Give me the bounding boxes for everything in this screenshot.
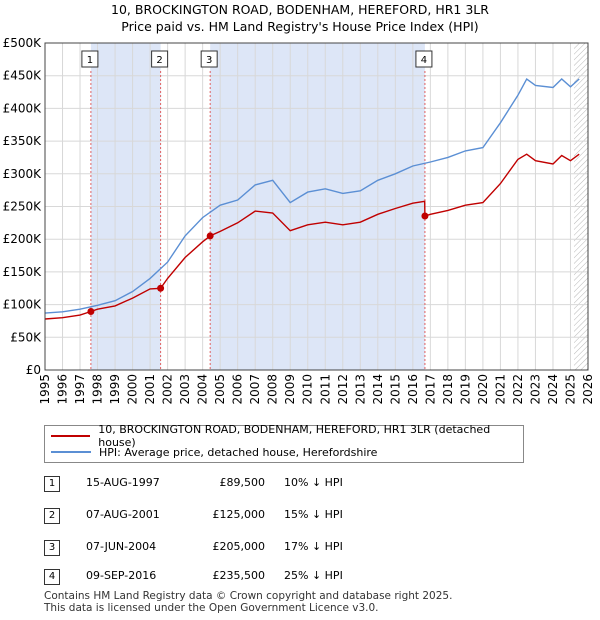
sale-price: £235,500 (212, 569, 266, 582)
y-tick-label: £350K (3, 134, 43, 148)
sale-date: 07-JUN-2004 (86, 540, 157, 553)
x-tick-label: 2010 (301, 374, 315, 405)
x-tick-label: 2025 (563, 374, 577, 405)
y-tick-label: £500K (3, 36, 43, 50)
sale-point (87, 307, 95, 315)
y-tick-label: £50K (10, 330, 42, 344)
sale-marker-label: 4 (421, 55, 427, 66)
x-tick-label: 2021 (493, 374, 507, 405)
y-tick-label: £450K (3, 69, 43, 83)
x-tick-label: 2011 (318, 374, 332, 405)
y-tick-label: £150K (3, 265, 43, 279)
x-tick-label: 2012 (336, 374, 350, 405)
sale-marker-box (81, 50, 99, 68)
legend-item-hpi: HPI: Average price, detached house, Here… (51, 445, 377, 459)
legend-label-price: 10, BROCKINGTON ROAD, BODENHAM, HEREFORD… (98, 423, 491, 449)
y-tick-label: £400K (3, 101, 43, 115)
legend: 10, BROCKINGTON ROAD, BODENHAM, HEREFORD… (44, 423, 524, 463)
x-tick-label: 1997 (73, 374, 87, 405)
x-tick-label: 2020 (476, 374, 490, 405)
x-tick-label: 2005 (213, 374, 227, 405)
x-tick-label: 2004 (196, 374, 210, 405)
hpi-line (44, 77, 580, 314)
sale-marker-label: 1 (87, 55, 93, 66)
x-tick-label: 1999 (108, 374, 122, 405)
sale-date: 15-AUG-1997 (86, 476, 160, 489)
sale-marker-label: 2 (156, 55, 162, 66)
sale-point (206, 232, 214, 240)
x-tick-label: 2009 (283, 374, 297, 405)
footer-copyright: Contains HM Land Registry data © Crown c… (44, 590, 453, 602)
x-tick-label: 2017 (423, 374, 437, 405)
legend-item-price: 10, BROCKINGTON ROAD, BODENHAM, HEREFORD… (51, 423, 523, 449)
price-paid-line (44, 153, 580, 320)
x-tick-label: 2001 (143, 374, 157, 405)
x-tick-label: 1996 (56, 374, 70, 405)
sale-row: 1 15-AUG-1997 £89,500 10% ↓ HPI (0, 476, 600, 492)
price-chart: £0 £50K £100K £150K £200K £250K £300K £350K £400… (3, 36, 595, 405)
sale-hpi-diff: 17% ↓ HPI (284, 540, 343, 553)
y-tick-label: £300K (3, 167, 43, 181)
sale-row: 2 07-AUG-2001 £125,000 15% ↓ HPI (0, 508, 600, 524)
x-tick-label: 2008 (266, 374, 280, 405)
sale-row: 3 07-JUN-2004 £205,000 17% ↓ HPI (0, 540, 600, 556)
sale-hpi-diff: 10% ↓ HPI (284, 476, 343, 489)
x-tick-label: 2019 (458, 374, 472, 405)
y-tick-label: £250K (3, 200, 43, 214)
sale-point (157, 284, 165, 292)
x-tick-label: 2014 (371, 374, 385, 405)
sale-price: £89,500 (219, 476, 266, 489)
sale-marker-badge: 1 (44, 476, 60, 492)
x-tick-label: 2013 (353, 374, 367, 405)
sale-marker-badge: 3 (44, 540, 60, 556)
x-tick-label: 2026 (581, 374, 595, 405)
x-tick-label: 2000 (126, 374, 140, 405)
chart-title: 10, BROCKINGTON ROAD, BODENHAM, HEREFORD… (111, 2, 489, 17)
sale-hpi-diff: 15% ↓ HPI (284, 508, 343, 521)
x-tick-label: 1998 (91, 374, 105, 405)
sale-date: 07-AUG-2001 (86, 508, 160, 521)
sale-marker-label: 3 (206, 55, 212, 66)
footer-license: This data is licensed under the Open Gov… (44, 602, 379, 614)
plot-border (44, 42, 589, 371)
sale-hpi-diff: 25% ↓ HPI (284, 569, 343, 582)
x-tick-label: 2002 (161, 374, 175, 405)
sale-point (421, 212, 429, 220)
x-tick-label: 2006 (231, 374, 245, 405)
sale-marker-badge: 4 (44, 569, 60, 585)
sale-marker-box (200, 50, 218, 68)
x-tick-label: 2018 (441, 374, 455, 405)
y-tick-label: £0 (26, 363, 41, 377)
legend-swatch-hpi (51, 451, 91, 453)
x-tick-label: 2023 (528, 374, 542, 405)
x-tick-label: 2016 (406, 374, 420, 405)
x-tick-label: 2003 (178, 374, 192, 405)
legend-label-hpi: HPI: Average price, detached house, Here… (99, 445, 378, 459)
x-tick-label: 1995 (38, 374, 52, 405)
x-tick-label: 2022 (511, 374, 525, 405)
sale-marker-box (415, 50, 433, 68)
sale-date: 09-SEP-2016 (86, 569, 157, 582)
y-tick-label: £200K (3, 232, 43, 246)
x-tick-label: 2024 (546, 374, 560, 405)
x-tick-label: 2007 (248, 374, 262, 405)
sale-price: £125,000 (212, 508, 266, 521)
sale-marker-box (151, 50, 169, 68)
sale-marker-badge: 2 (44, 508, 60, 524)
sale-price: £205,000 (212, 540, 266, 553)
legend-swatch-price (51, 435, 91, 437)
y-tick-label: £100K (3, 298, 43, 312)
sale-row: 4 09-SEP-2016 £235,500 25% ↓ HPI (0, 569, 600, 585)
chart-subtitle: Price paid vs. HM Land Registry's House … (121, 19, 479, 34)
x-tick-label: 2015 (388, 374, 402, 405)
